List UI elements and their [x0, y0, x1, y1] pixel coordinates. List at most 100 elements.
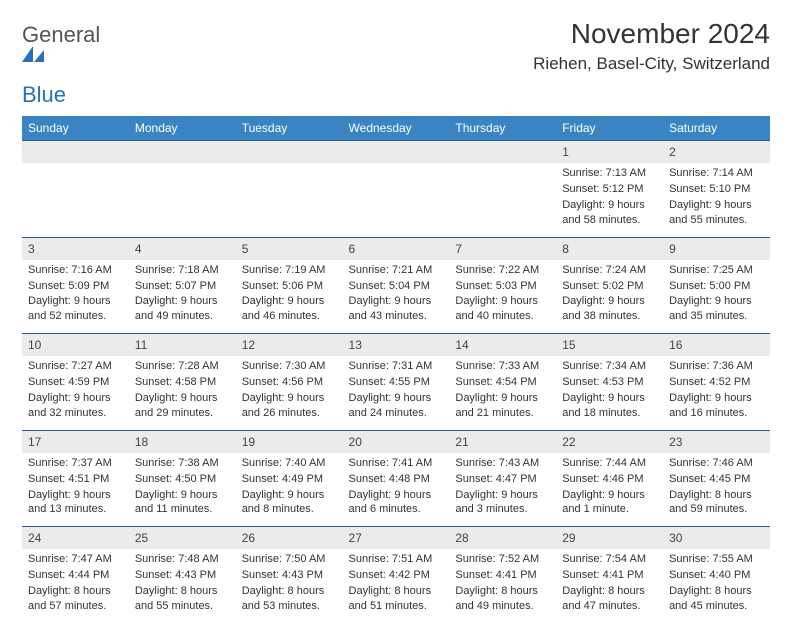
- day-number: 27: [343, 527, 450, 550]
- location: Riehen, Basel-City, Switzerland: [533, 54, 770, 74]
- sunset-text: Sunset: 4:48 PM: [349, 472, 444, 487]
- sunrise-text: Sunrise: 7:28 AM: [135, 359, 230, 374]
- sunset-text: Sunset: 4:49 PM: [242, 472, 337, 487]
- sunset-text: Sunset: 5:02 PM: [562, 279, 657, 294]
- daylight-text: Daylight: 9 hours and 24 minutes.: [349, 391, 444, 421]
- day-number: 18: [129, 430, 236, 453]
- day-number: 20: [343, 430, 450, 453]
- day-number: [129, 141, 236, 164]
- sunrise-text: Sunrise: 7:13 AM: [562, 166, 657, 181]
- daylight-text: Daylight: 9 hours and 52 minutes.: [28, 294, 123, 324]
- sunrise-text: Sunrise: 7:52 AM: [455, 552, 550, 567]
- daylight-text: Daylight: 9 hours and 8 minutes.: [242, 488, 337, 518]
- daylight-text: Daylight: 9 hours and 16 minutes.: [669, 391, 764, 421]
- sunset-text: Sunset: 4:56 PM: [242, 375, 337, 390]
- sunrise-text: Sunrise: 7:24 AM: [562, 263, 657, 278]
- daynum-row: 3456789: [22, 237, 770, 260]
- daylight-text: Daylight: 8 hours and 47 minutes.: [562, 584, 657, 614]
- sunset-text: Sunset: 5:07 PM: [135, 279, 230, 294]
- weekday-sunday: Sunday: [22, 116, 129, 141]
- sunrise-text: Sunrise: 7:30 AM: [242, 359, 337, 374]
- day-number: 14: [449, 334, 556, 357]
- day-cell: Sunrise: 7:28 AMSunset: 4:58 PMDaylight:…: [129, 356, 236, 430]
- sunrise-text: Sunrise: 7:50 AM: [242, 552, 337, 567]
- day-number: 2: [663, 141, 770, 164]
- sunset-text: Sunset: 4:58 PM: [135, 375, 230, 390]
- sunset-text: Sunset: 4:59 PM: [28, 375, 123, 390]
- day-cell: [129, 163, 236, 237]
- sunset-text: Sunset: 5:03 PM: [455, 279, 550, 294]
- weekday-tuesday: Tuesday: [236, 116, 343, 141]
- weekday-header-row: Sunday Monday Tuesday Wednesday Thursday…: [22, 116, 770, 141]
- logo: General Blue: [22, 18, 100, 106]
- sunset-text: Sunset: 4:46 PM: [562, 472, 657, 487]
- sunrise-text: Sunrise: 7:14 AM: [669, 166, 764, 181]
- daylight-text: Daylight: 9 hours and 18 minutes.: [562, 391, 657, 421]
- day-cell: Sunrise: 7:46 AMSunset: 4:45 PMDaylight:…: [663, 453, 770, 527]
- sunrise-text: Sunrise: 7:48 AM: [135, 552, 230, 567]
- day-number: 30: [663, 527, 770, 550]
- sunset-text: Sunset: 4:47 PM: [455, 472, 550, 487]
- sunset-text: Sunset: 4:41 PM: [562, 568, 657, 583]
- sunrise-text: Sunrise: 7:55 AM: [669, 552, 764, 567]
- logo-text-gray: General: [22, 22, 100, 47]
- day-cell: Sunrise: 7:25 AMSunset: 5:00 PMDaylight:…: [663, 260, 770, 334]
- sunset-text: Sunset: 4:53 PM: [562, 375, 657, 390]
- day-cell: Sunrise: 7:40 AMSunset: 4:49 PMDaylight:…: [236, 453, 343, 527]
- daylight-text: Daylight: 9 hours and 40 minutes.: [455, 294, 550, 324]
- daylight-text: Daylight: 8 hours and 53 minutes.: [242, 584, 337, 614]
- sunset-text: Sunset: 5:06 PM: [242, 279, 337, 294]
- weekday-friday: Friday: [556, 116, 663, 141]
- day-cell: Sunrise: 7:30 AMSunset: 4:56 PMDaylight:…: [236, 356, 343, 430]
- sunrise-text: Sunrise: 7:46 AM: [669, 456, 764, 471]
- daynum-row: 10111213141516: [22, 334, 770, 357]
- logo-text: General Blue: [22, 24, 100, 106]
- sunset-text: Sunset: 5:00 PM: [669, 279, 764, 294]
- sunrise-text: Sunrise: 7:27 AM: [28, 359, 123, 374]
- sunset-text: Sunset: 4:52 PM: [669, 375, 764, 390]
- sunrise-text: Sunrise: 7:33 AM: [455, 359, 550, 374]
- day-number: 5: [236, 237, 343, 260]
- day-number: 17: [22, 430, 129, 453]
- day-cell: Sunrise: 7:18 AMSunset: 5:07 PMDaylight:…: [129, 260, 236, 334]
- daylight-text: Daylight: 9 hours and 32 minutes.: [28, 391, 123, 421]
- day-number: 4: [129, 237, 236, 260]
- sunset-text: Sunset: 4:42 PM: [349, 568, 444, 583]
- header: General Blue November 2024 Riehen, Basel…: [22, 18, 770, 106]
- weekday-wednesday: Wednesday: [343, 116, 450, 141]
- day-cell: Sunrise: 7:21 AMSunset: 5:04 PMDaylight:…: [343, 260, 450, 334]
- sunrise-text: Sunrise: 7:34 AM: [562, 359, 657, 374]
- day-cell: Sunrise: 7:34 AMSunset: 4:53 PMDaylight:…: [556, 356, 663, 430]
- daylight-text: Daylight: 8 hours and 57 minutes.: [28, 584, 123, 614]
- sunrise-text: Sunrise: 7:16 AM: [28, 263, 123, 278]
- day-number: 16: [663, 334, 770, 357]
- sunrise-text: Sunrise: 7:25 AM: [669, 263, 764, 278]
- day-number: 13: [343, 334, 450, 357]
- sunset-text: Sunset: 4:45 PM: [669, 472, 764, 487]
- day-cell: Sunrise: 7:16 AMSunset: 5:09 PMDaylight:…: [22, 260, 129, 334]
- content-row: Sunrise: 7:37 AMSunset: 4:51 PM Daylight:…: [22, 453, 770, 527]
- day-number: 19: [236, 430, 343, 453]
- daylight-text: Daylight: 9 hours and 11 minutes.: [135, 488, 230, 518]
- day-cell: Sunrise: 7:38 AMSunset: 4:50 PMDaylight:…: [129, 453, 236, 527]
- daynum-row: 17181920212223: [22, 430, 770, 453]
- daylight-text: Daylight: 9 hours and 6 minutes.: [349, 488, 444, 518]
- day-number: 1: [556, 141, 663, 164]
- sunrise-text: Sunrise: 7:37 AM: [28, 456, 123, 471]
- daylight-text: Daylight: 8 hours and 45 minutes.: [669, 584, 764, 614]
- sunset-text: Sunset: 4:51 PM: [28, 472, 123, 487]
- sunrise-text: Sunrise: 7:41 AM: [349, 456, 444, 471]
- day-cell: Sunrise: 7:22 AMSunset: 5:03 PMDaylight:…: [449, 260, 556, 334]
- day-cell: Sunrise: 7:43 AMSunset: 4:47 PMDaylight:…: [449, 453, 556, 527]
- day-cell: [449, 163, 556, 237]
- daylight-text: Daylight: 9 hours and 3 minutes.: [455, 488, 550, 518]
- sunrise-text: Sunrise: 7:36 AM: [669, 359, 764, 374]
- sunset-text: Sunset: 4:40 PM: [669, 568, 764, 583]
- day-number: 29: [556, 527, 663, 550]
- sunrise-text: Sunrise: 7:21 AM: [349, 263, 444, 278]
- day-number: 21: [449, 430, 556, 453]
- sunrise-text: Sunrise: 7:43 AM: [455, 456, 550, 471]
- day-number: [343, 141, 450, 164]
- day-cell: Sunrise: 7:31 AMSunset: 4:55 PMDaylight:…: [343, 356, 450, 430]
- sunset-text: Sunset: 4:44 PM: [28, 568, 123, 583]
